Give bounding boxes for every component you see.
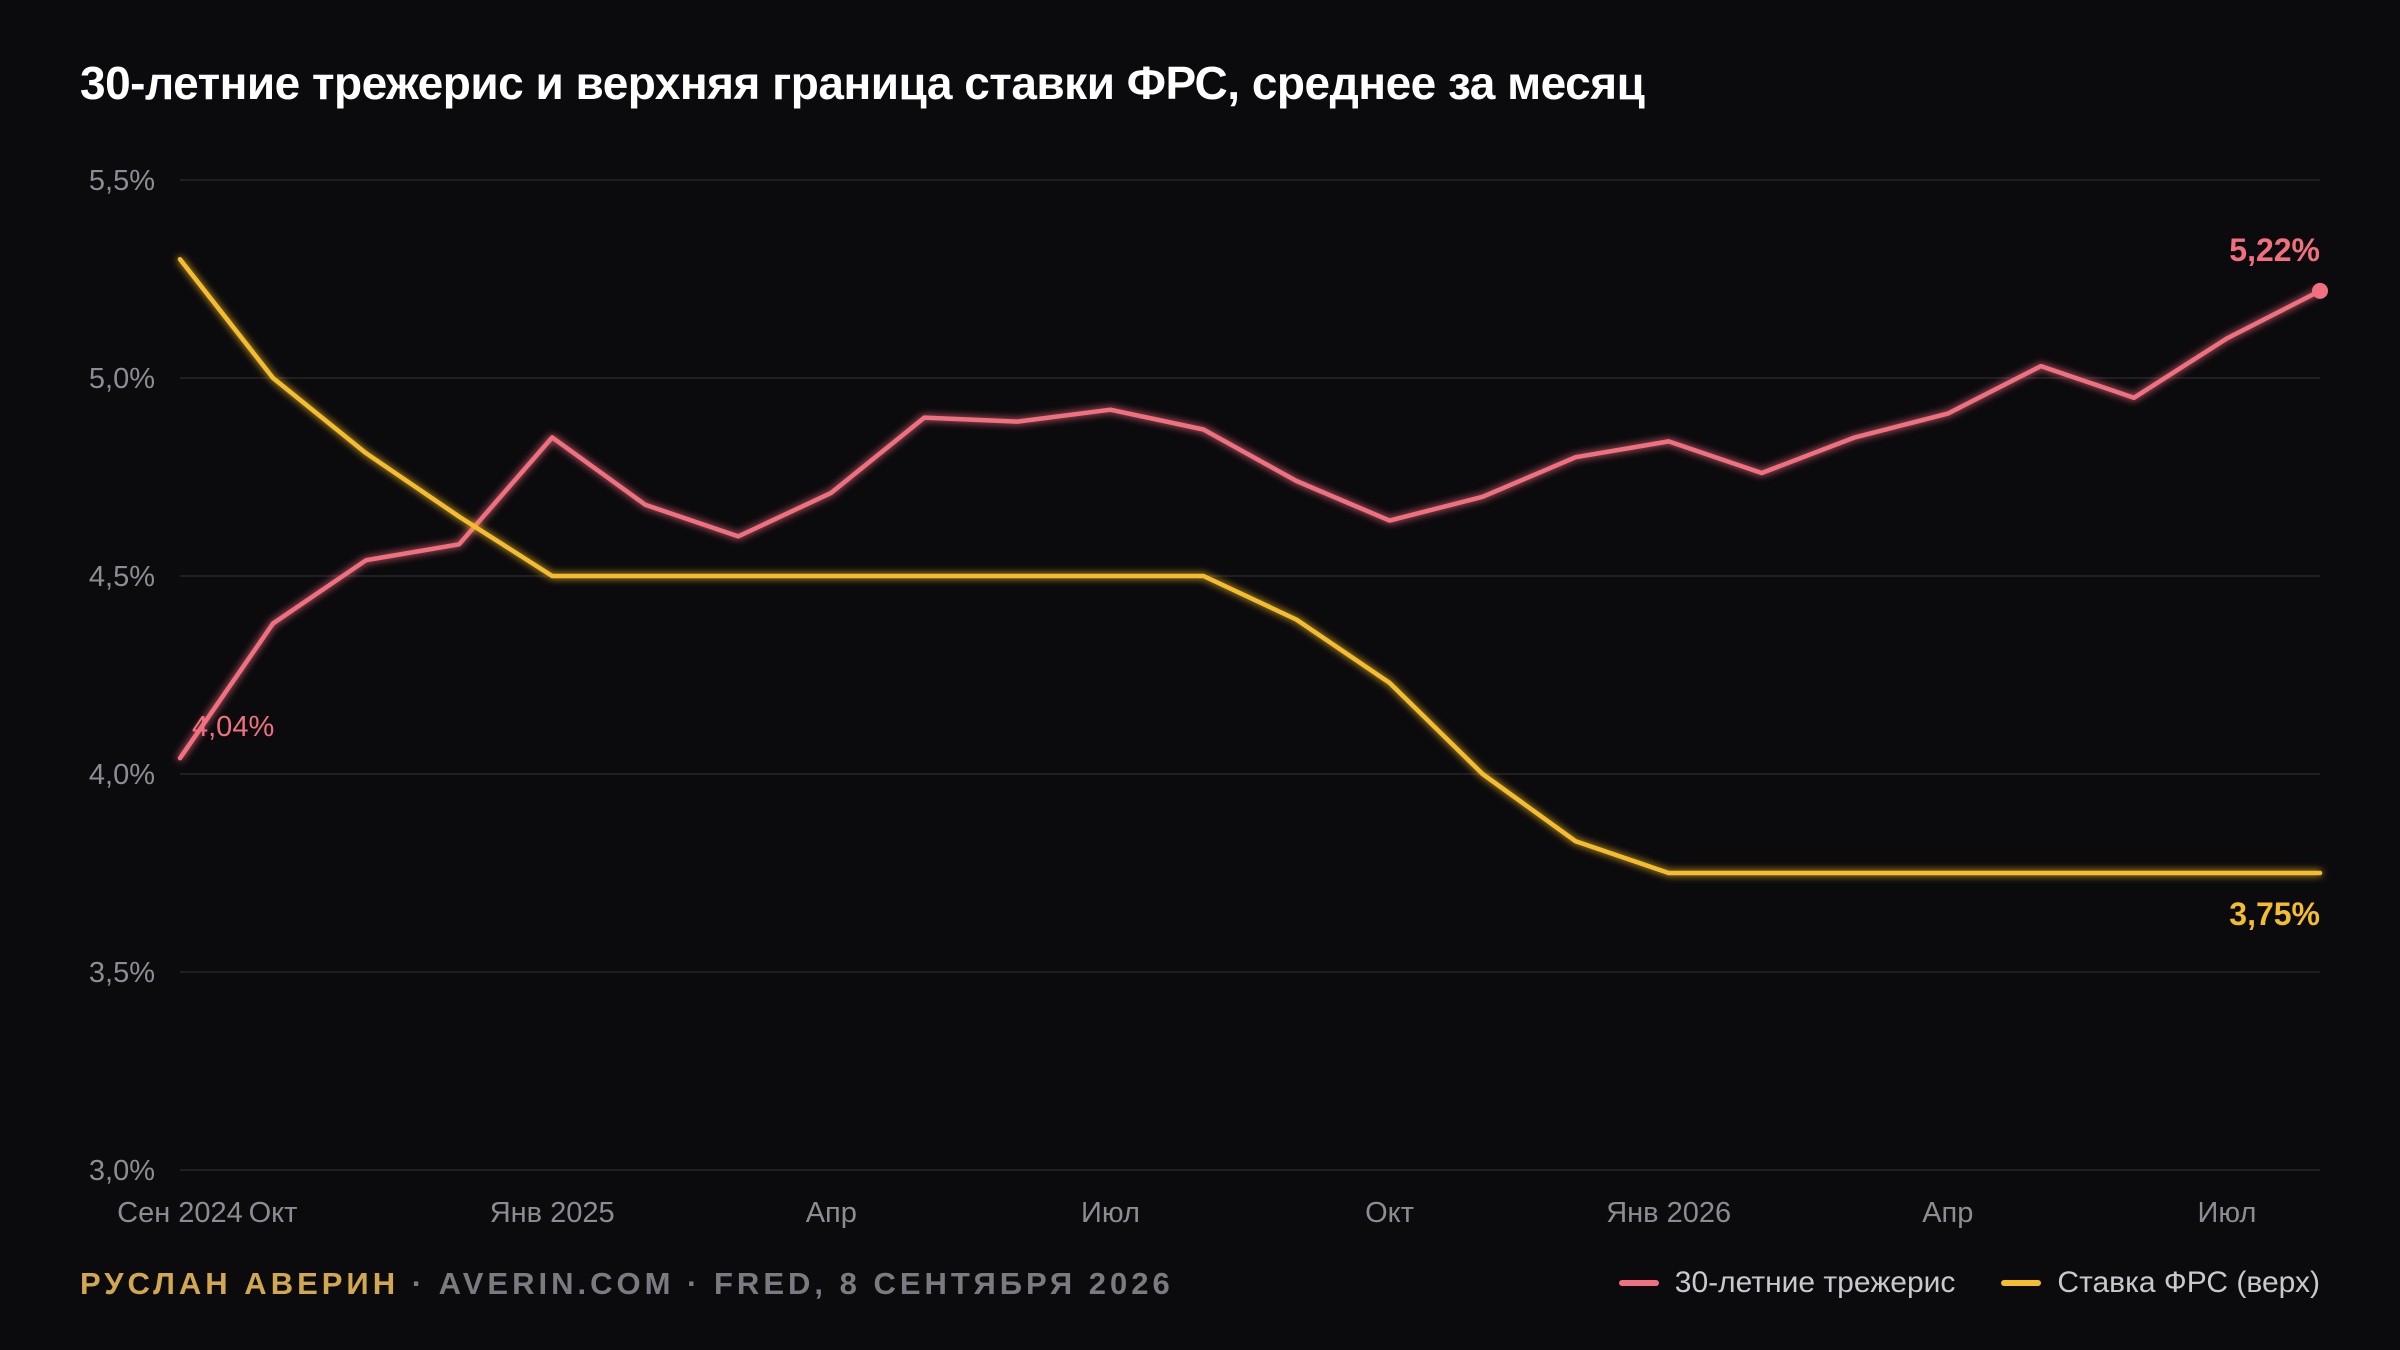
x-tick-label: Апр: [806, 1197, 857, 1229]
y-tick-label: 3,5%: [89, 957, 155, 989]
source-label: FRED, 8 СЕНТЯБРЯ 2026: [714, 1266, 1174, 1301]
y-tick-label: 4,5%: [89, 561, 155, 593]
author-name: РУСЛАН АВЕРИН: [80, 1266, 400, 1301]
x-tick-label: Окт: [1365, 1197, 1414, 1229]
x-tick-label: Июл: [2198, 1197, 2257, 1229]
chart-title: 30-летние трежерис и верхняя граница ста…: [80, 57, 1645, 109]
footer-separator: ·: [674, 1266, 714, 1301]
legend-swatch-fed: [2001, 1280, 2042, 1286]
start-label-treasury: 4,04%: [192, 711, 274, 743]
y-tick-label: 4,0%: [89, 759, 155, 791]
legend-label-treasury: 30-летние трежерис: [1674, 1266, 1956, 1299]
end-label-fed: 3,75%: [2229, 896, 2320, 932]
x-tick-label: Окт: [249, 1197, 298, 1229]
site-link[interactable]: AVERIN.COM: [438, 1266, 675, 1301]
y-tick-label: 5,0%: [89, 363, 155, 395]
x-tick-label: Янв 2025: [490, 1197, 615, 1229]
legend-swatch-treasury: [1618, 1280, 1659, 1286]
legend-item-treasury: 30-летние трежерис: [1618, 1266, 1956, 1300]
footer-credit: РУСЛАН АВЕРИН · AVERIN.COM · FRED, 8 СЕН…: [80, 1266, 1174, 1302]
x-tick-label: Апр: [1922, 1197, 1973, 1229]
legend-item-fed: Ставка ФРС (верх): [2001, 1266, 2320, 1300]
end-label-treasury: 5,22%: [2229, 232, 2320, 268]
legend-label-fed: Ставка ФРС (верх): [2057, 1266, 2320, 1299]
footer-separator: ·: [399, 1266, 439, 1301]
chart-legend: 30-летние трежерис Ставка ФРС (верх): [1618, 1266, 2320, 1300]
x-tick-label: Сен 2024: [117, 1197, 243, 1229]
series-line-fed: [177, 256, 2323, 876]
x-tick-label: Июл: [1081, 1197, 1140, 1229]
series-line-treasury: [177, 288, 2323, 761]
y-tick-label: 5,5%: [89, 165, 155, 197]
x-tick-label: Янв 2026: [1606, 1197, 1731, 1229]
end-marker-treasury: [2312, 282, 2328, 299]
y-tick-label: 3,0%: [89, 1155, 155, 1187]
